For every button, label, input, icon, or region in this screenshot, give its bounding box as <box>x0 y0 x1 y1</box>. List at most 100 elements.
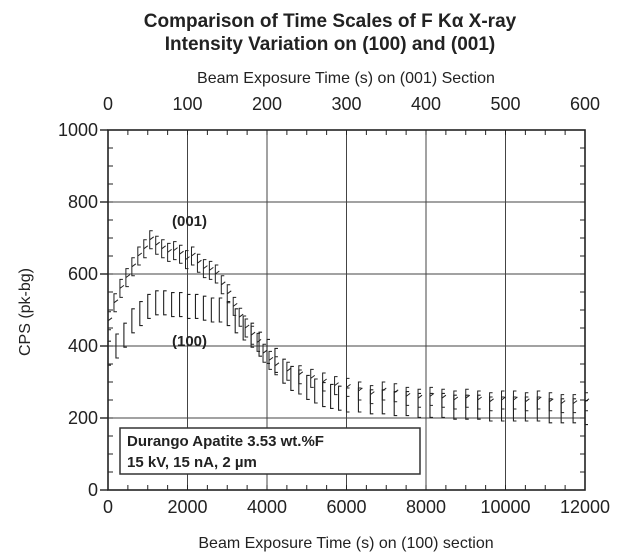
data-point-100 <box>163 290 167 316</box>
y-tick-label: 200 <box>68 408 98 428</box>
point-marker <box>179 244 184 264</box>
point-marker <box>238 307 244 327</box>
series-label-001: (001) <box>172 213 207 230</box>
point-marker <box>405 386 411 406</box>
point-marker <box>250 325 256 345</box>
data-point-001 <box>322 372 327 392</box>
data-point-100 <box>266 338 270 364</box>
point-marker <box>244 318 250 338</box>
data-point-001 <box>536 390 542 410</box>
y-axis-label: CPS (pk-bg) <box>17 268 34 356</box>
data-point-100 <box>338 385 342 411</box>
point-marker <box>477 390 482 410</box>
data-point-001 <box>369 385 375 405</box>
data-point-100 <box>512 396 517 422</box>
data-point-100 <box>258 331 263 357</box>
point-marker <box>131 257 137 277</box>
data-point-001 <box>196 253 202 273</box>
point-marker <box>334 376 339 396</box>
point-marker <box>524 392 530 412</box>
data-point-001 <box>131 257 137 277</box>
data-point-001 <box>137 246 143 266</box>
top-tick-label: 100 <box>172 94 202 114</box>
data-point-100 <box>226 301 231 327</box>
data-point-100 <box>139 301 143 327</box>
data-point-100 <box>171 292 175 318</box>
data-point-100 <box>210 297 215 323</box>
x-axis-label: Beam Exposure Time (s) on (100) section <box>198 535 493 552</box>
point-marker <box>185 250 190 270</box>
point-marker <box>190 246 196 266</box>
data-point-100 <box>572 398 577 424</box>
data-point-100 <box>242 315 247 341</box>
data-point-100 <box>322 382 326 408</box>
data-point-100 <box>441 392 445 418</box>
data-point-001 <box>202 259 208 279</box>
data-point-100 <box>131 308 135 334</box>
x-tick-label: 10000 <box>480 497 530 517</box>
x-tick-label: 4000 <box>247 497 287 517</box>
y-tick-label: 0 <box>88 480 98 500</box>
data-point-100 <box>357 387 362 413</box>
point-marker <box>155 235 160 255</box>
data-point-100 <box>429 392 433 418</box>
data-point-001 <box>501 390 506 410</box>
info-box: Durango Apatite 3.53 wt.%F 15 kV, 15 nA,… <box>119 427 421 475</box>
point-marker <box>429 386 435 406</box>
point-marker <box>137 246 143 266</box>
data-point-001 <box>489 392 494 412</box>
data-point-001 <box>429 386 435 406</box>
point-marker <box>161 239 166 259</box>
data-point-001 <box>286 361 292 381</box>
data-point-100 <box>194 293 199 319</box>
data-point-100 <box>405 391 410 417</box>
point-marker <box>113 293 119 313</box>
data-point-100 <box>500 396 505 422</box>
data-point-001 <box>113 293 119 313</box>
point-marker <box>560 394 566 414</box>
point-marker <box>173 241 178 261</box>
data-point-100 <box>369 389 374 415</box>
y-tick-label: 1000 <box>58 120 98 140</box>
data-point-001 <box>477 390 482 410</box>
data-point-001 <box>119 278 125 298</box>
data-point-100 <box>548 398 553 424</box>
point-marker <box>453 390 459 410</box>
point-marker <box>167 242 172 262</box>
data-point-001 <box>381 381 387 401</box>
point-marker <box>208 260 214 280</box>
y-tick-label: 800 <box>68 192 98 212</box>
y-tick-label: 600 <box>68 264 98 284</box>
point-marker <box>262 343 268 363</box>
data-point-001 <box>250 325 256 345</box>
data-point-001 <box>346 377 351 397</box>
data-point-001 <box>405 386 411 406</box>
top-axis-label: Beam Exposure Time (s) on (001) Section <box>197 70 495 87</box>
point-marker <box>441 388 447 408</box>
point-marker <box>143 239 149 259</box>
data-point-001 <box>560 394 566 414</box>
top-tick-label: 0 <box>103 94 113 114</box>
top-tick-label: 400 <box>411 94 441 114</box>
data-point-001 <box>357 381 363 401</box>
point-marker <box>202 259 208 279</box>
data-point-100 <box>536 396 541 422</box>
data-point-001 <box>244 318 250 338</box>
point-marker <box>346 377 351 397</box>
data-point-100 <box>186 293 191 319</box>
data-point-100 <box>155 290 159 316</box>
data-point-001 <box>548 392 554 412</box>
data-point-001 <box>190 246 196 266</box>
data-point-001 <box>155 235 160 255</box>
point-marker <box>381 381 387 401</box>
point-marker <box>512 390 518 410</box>
data-point-001 <box>310 368 316 388</box>
point-marker <box>119 278 125 298</box>
y-tick-label: 400 <box>68 336 98 356</box>
data-point-100 <box>345 387 350 413</box>
data-point-100 <box>393 391 398 417</box>
point-marker <box>572 394 578 414</box>
data-point-001 <box>393 383 399 403</box>
chart-title: Comparison of Time Scales of F Kα X-ray <box>144 11 517 32</box>
